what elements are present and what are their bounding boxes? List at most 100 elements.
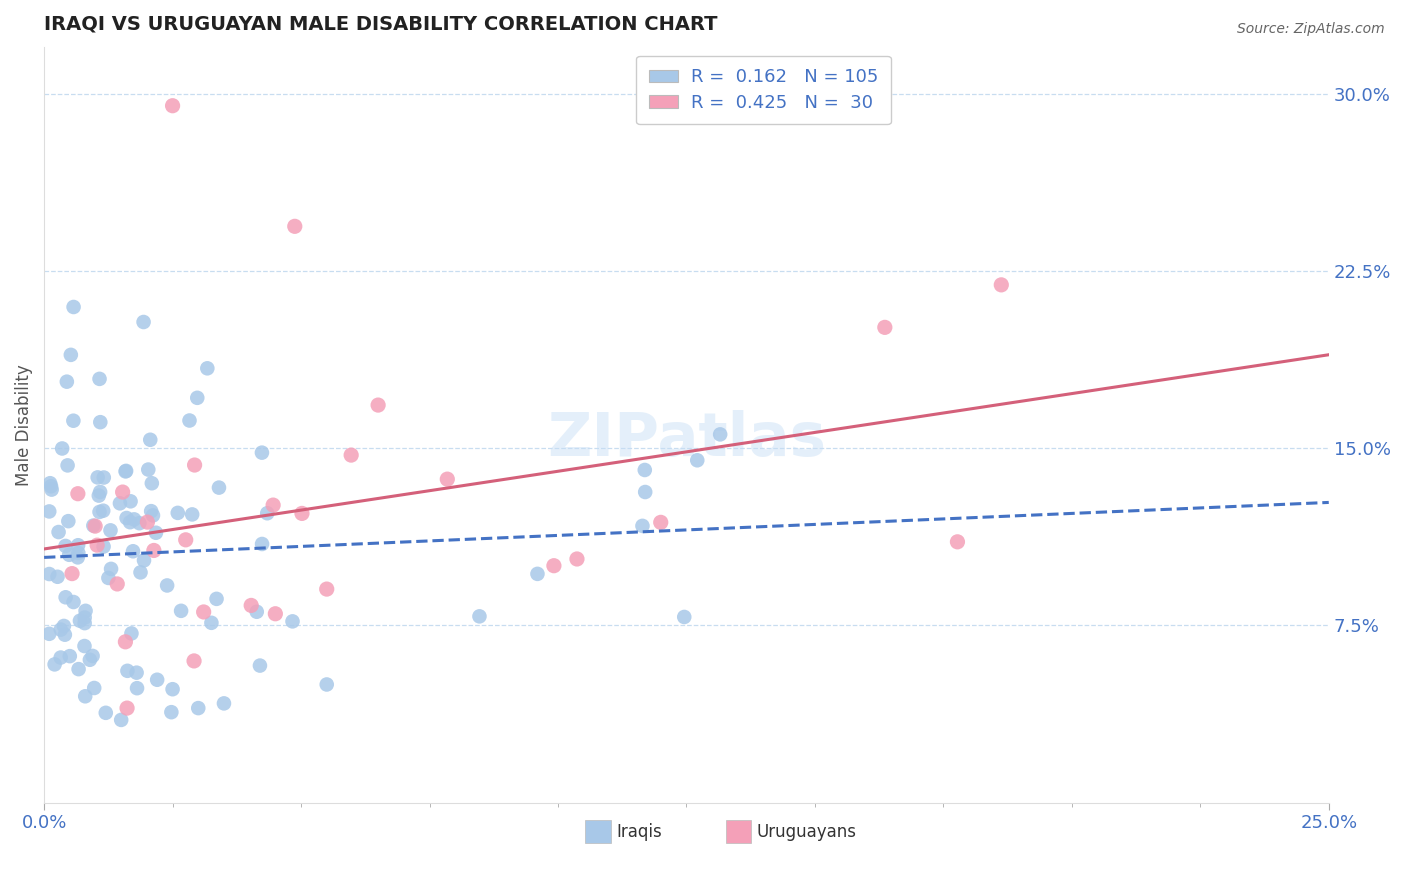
Point [38, 567, 60, 582]
Text: Uruguayans: Uruguayans [756, 822, 856, 840]
Point [97, 571, 120, 585]
Point [170, 604, 193, 618]
Point [115, 701, 138, 715]
Point [44, 657, 66, 672]
Text: ZIPatlas: ZIPatlas [547, 410, 825, 469]
Legend: R =  0.162   N = 105, R =  0.425   N =  30: R = 0.162 N = 105, R = 0.425 N = 30 [637, 55, 890, 124]
Text: Source: ZipAtlas.com: Source: ZipAtlas.com [1237, 22, 1385, 37]
Point [141, 504, 163, 518]
Point [120, 626, 142, 640]
Point [59, 348, 82, 362]
Point [59, 649, 82, 664]
Point [84, 519, 107, 533]
Point [160, 705, 183, 719]
Point [66, 550, 89, 565]
Point [114, 464, 136, 478]
Point [46, 570, 69, 584]
Point [156, 578, 179, 592]
Point [53, 628, 76, 642]
Point [93, 540, 115, 554]
Point [100, 562, 122, 576]
Point [49, 623, 72, 637]
Point [145, 525, 167, 540]
Point [94, 706, 117, 720]
Point [117, 664, 139, 678]
Point [82, 648, 104, 663]
Point [315, 582, 337, 596]
Point [91, 504, 114, 518]
Point [543, 558, 565, 573]
Point [69, 614, 91, 628]
Point [946, 534, 969, 549]
Point [38, 504, 60, 518]
Point [212, 697, 235, 711]
Point [122, 512, 145, 526]
Point [125, 665, 148, 680]
Point [56, 458, 79, 473]
Point [249, 658, 271, 673]
Point [264, 607, 287, 621]
Point [526, 566, 548, 581]
Point [262, 498, 284, 512]
Point [139, 433, 162, 447]
Point [146, 673, 169, 687]
Point [48, 524, 70, 539]
Point [111, 485, 134, 500]
Text: IRAQI VS URUGUAYAN MALE DISABILITY CORRELATION CHART: IRAQI VS URUGUAYAN MALE DISABILITY CORRE… [44, 15, 717, 34]
Point [181, 508, 204, 522]
Point [120, 494, 142, 508]
Point [55, 539, 77, 553]
Point [79, 653, 101, 667]
Point [129, 566, 152, 580]
Point [87, 489, 110, 503]
Point [39, 476, 62, 491]
Point [39, 479, 62, 493]
Point [315, 677, 337, 691]
Point [82, 518, 104, 533]
Point [100, 524, 122, 538]
Point [142, 543, 165, 558]
Point [120, 515, 142, 529]
Point [51, 442, 73, 456]
Point [709, 427, 731, 442]
Point [93, 470, 115, 484]
Point [136, 462, 159, 476]
Point [66, 486, 89, 500]
Point [650, 516, 672, 530]
Point [55, 591, 77, 605]
Point [62, 595, 84, 609]
Point [193, 605, 215, 619]
Point [162, 682, 184, 697]
Point [89, 372, 111, 386]
Point [89, 415, 111, 429]
Point [183, 654, 205, 668]
Point [132, 315, 155, 329]
Point [75, 604, 97, 618]
Point [115, 511, 138, 525]
Point [105, 577, 128, 591]
Point [73, 610, 96, 624]
Point [41, 483, 63, 497]
Point [208, 481, 231, 495]
Point [281, 615, 304, 629]
Point [174, 533, 197, 547]
Point [60, 566, 83, 581]
Point [75, 690, 97, 704]
Point [58, 548, 80, 562]
Point [166, 506, 188, 520]
Point [136, 515, 159, 529]
Point [436, 472, 458, 486]
Point [115, 464, 138, 478]
Point [367, 398, 389, 412]
Point [468, 609, 491, 624]
Point [58, 514, 80, 528]
Point [162, 99, 184, 113]
Point [246, 605, 269, 619]
Point [195, 361, 218, 376]
Point [142, 508, 165, 523]
Point [634, 463, 657, 477]
Point [73, 616, 96, 631]
Point [128, 516, 150, 531]
Point [108, 496, 131, 510]
Point [122, 544, 145, 558]
